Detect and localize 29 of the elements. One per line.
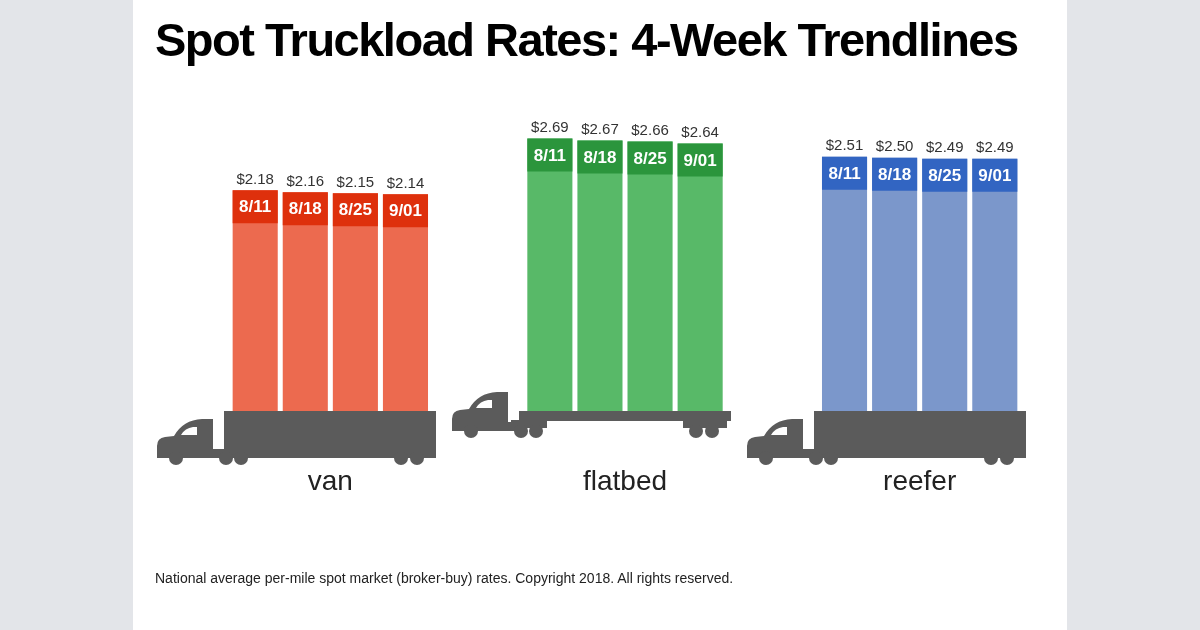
- data-label: $2.14: [386, 173, 425, 191]
- data-label: $2.64: [681, 123, 719, 141]
- chart-title: Spot Truckload Rates: 4-Week Trendlines: [155, 12, 1018, 68]
- data-label: $2.15: [336, 172, 375, 190]
- data-label: $2.67: [581, 120, 619, 138]
- data-label: $2.18: [236, 169, 274, 187]
- data-label: $2.49: [976, 138, 1014, 156]
- text: 8/11: [828, 163, 861, 183]
- text: National average per-mile spot market (broker-buy) rates. Copyright 2018. All rights reserved.: [155, 569, 735, 588]
- text: 9/01: [388, 201, 423, 221]
- x-tick-label: reefer: [883, 464, 957, 496]
- text: 8/25: [928, 165, 962, 185]
- data-label: $2.49: [925, 138, 964, 156]
- data-label: $2.69: [531, 118, 569, 136]
- series-label: 9/01: [683, 150, 717, 170]
- series-label: 8/18: [288, 199, 322, 219]
- text: 8/25: [633, 148, 667, 168]
- text: 9/01: [978, 165, 1012, 185]
- data-label: $2.50: [875, 137, 914, 155]
- data-label: $2.51: [825, 136, 864, 154]
- series-label: 8/11: [533, 145, 566, 165]
- text: 8/18: [583, 147, 617, 167]
- series-label: 8/25: [338, 200, 372, 220]
- data-label: $2.16: [286, 171, 325, 189]
- text: 8/18: [878, 164, 912, 184]
- data-label: $2.66: [631, 121, 669, 139]
- x-tick-label: flatbed: [582, 464, 668, 496]
- text: 8/11: [239, 197, 272, 217]
- x-tick-label: van: [307, 464, 353, 496]
